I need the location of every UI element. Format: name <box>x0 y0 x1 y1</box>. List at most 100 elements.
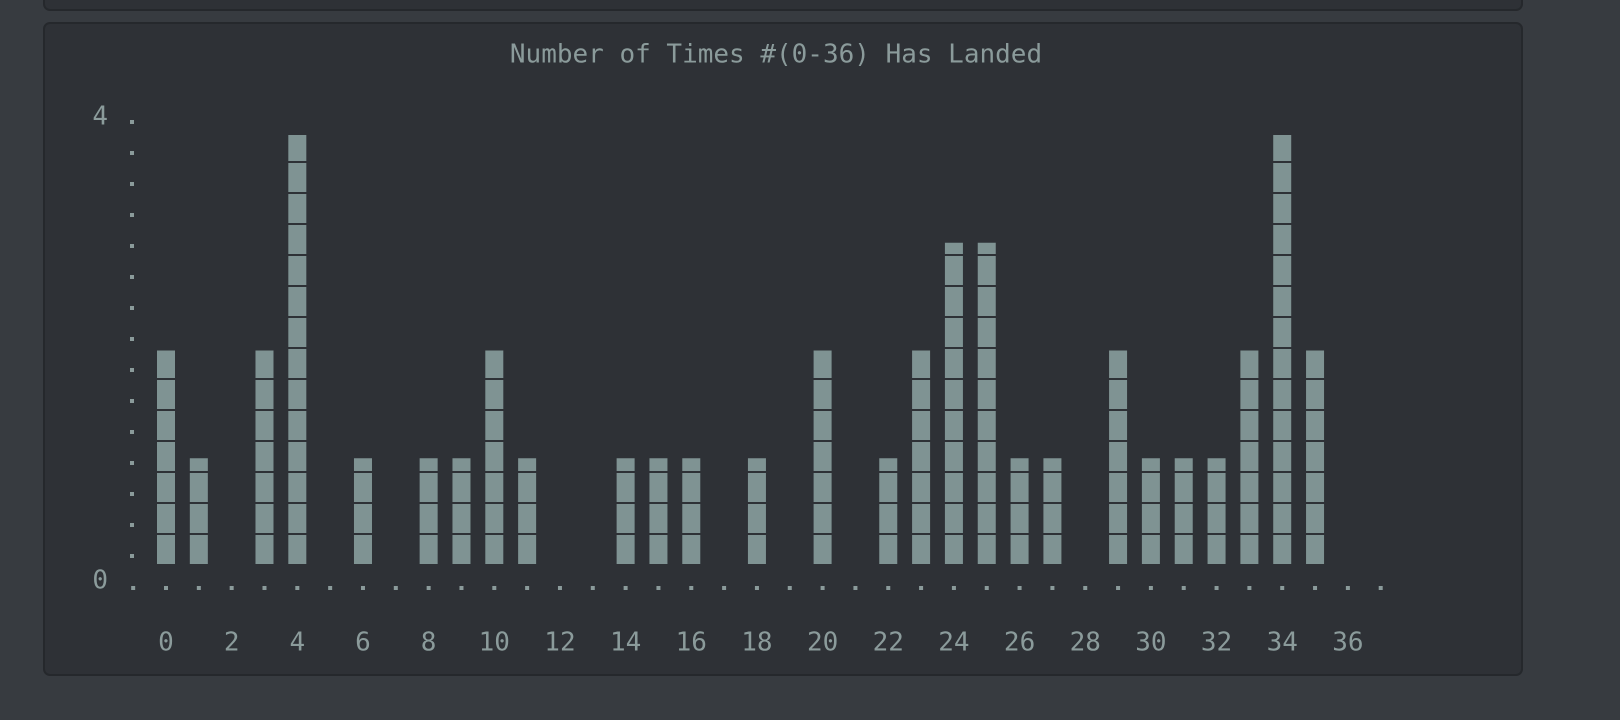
axis-dot <box>130 430 134 434</box>
x-tick-label: 6 <box>355 628 371 658</box>
axis-dot <box>919 586 924 590</box>
axis-dot <box>130 337 134 341</box>
axis-dot <box>328 586 333 590</box>
x-tick-label: 34 <box>1267 628 1298 658</box>
bar <box>1109 350 1128 566</box>
axis-dot <box>130 151 134 155</box>
x-tick-label: 8 <box>421 628 437 658</box>
bar <box>419 458 438 566</box>
axis-dot <box>951 586 956 590</box>
axis-dot <box>196 586 201 590</box>
axis-dot <box>164 586 168 590</box>
bar <box>452 458 471 566</box>
axis-dot <box>426 586 431 590</box>
axis-dot <box>787 586 792 590</box>
bar <box>189 458 208 566</box>
axis-dot <box>1280 586 1285 590</box>
bar <box>682 458 701 566</box>
x-tick-label: 12 <box>544 628 575 658</box>
axis-dot <box>360 586 365 590</box>
axis-dot <box>1247 586 1252 590</box>
axis-dot <box>984 586 989 590</box>
axis-dot <box>130 399 134 403</box>
bar <box>1207 458 1226 566</box>
axis-dot <box>1050 586 1055 590</box>
axis-dot <box>262 586 267 590</box>
axis-dot <box>131 586 136 590</box>
axis-dot <box>886 586 891 590</box>
axis-dot <box>1116 586 1121 590</box>
bar <box>157 350 175 566</box>
bar <box>353 458 372 566</box>
bar <box>616 458 635 566</box>
axis-dot <box>1214 586 1219 590</box>
bar <box>1141 458 1160 566</box>
bar <box>649 458 668 566</box>
axis-dot <box>492 586 497 590</box>
axis-dot <box>393 586 398 590</box>
y-tick-label: 4 <box>92 102 108 132</box>
axis-dot <box>130 523 134 527</box>
x-tick-label: 20 <box>807 628 838 658</box>
x-tick-label: 2 <box>224 628 240 658</box>
bar <box>912 350 931 566</box>
bar <box>1174 458 1193 566</box>
bar <box>1043 458 1062 566</box>
axis-dot <box>853 586 858 590</box>
axis-dot <box>1181 586 1186 590</box>
x-tick-label: 26 <box>1004 628 1035 658</box>
x-tick-label: 0 <box>158 628 174 658</box>
axis-dot <box>1345 586 1350 590</box>
axis-dot <box>557 586 562 590</box>
axis-dot <box>130 368 134 372</box>
x-tick-label: 30 <box>1135 628 1166 658</box>
x-tick-label: 4 <box>289 628 305 658</box>
upper-panel <box>43 0 1523 11</box>
axis-dot <box>130 306 134 310</box>
axis-dot <box>1378 586 1383 590</box>
x-tick-label: 16 <box>676 628 707 658</box>
axis-dot <box>130 244 134 248</box>
axis-dot <box>754 586 759 590</box>
axis-dot <box>1083 586 1088 590</box>
x-tick-label: 18 <box>741 628 772 658</box>
axis-dot <box>1313 586 1318 590</box>
bar <box>518 458 537 566</box>
axis-dot <box>130 182 134 186</box>
axis-dot <box>525 586 530 590</box>
bar <box>255 350 274 566</box>
axis-dot <box>656 586 661 590</box>
axis-dot <box>459 586 464 590</box>
axis-dot <box>590 586 595 590</box>
y-tick-label: 0 <box>92 566 108 596</box>
bar <box>1240 350 1259 566</box>
chart-title: Number of Times #(0-36) Has Landed <box>510 40 1042 70</box>
axis-dot <box>130 461 134 465</box>
chart-panel <box>43 22 1523 676</box>
x-tick-label: 24 <box>938 628 969 658</box>
x-tick-label: 22 <box>873 628 904 658</box>
axis-dot <box>820 586 825 590</box>
axis-dot <box>1148 586 1153 590</box>
bar <box>1273 135 1292 566</box>
bar <box>1010 458 1029 566</box>
axis-dot <box>295 586 300 590</box>
bar <box>813 350 832 566</box>
axis-dot <box>689 586 694 590</box>
axis-dot <box>130 275 134 279</box>
x-tick-label: 32 <box>1201 628 1232 658</box>
axis-dot <box>130 213 134 217</box>
axis-dot <box>130 120 134 124</box>
axis-dot <box>722 586 727 590</box>
x-tick-label: 36 <box>1332 628 1363 658</box>
axis-dot <box>130 554 134 558</box>
bar <box>944 242 963 566</box>
bar <box>879 458 898 566</box>
bar <box>747 458 766 566</box>
x-tick-label: 10 <box>479 628 510 658</box>
bar <box>485 350 504 566</box>
axis-dot <box>623 586 628 590</box>
axis-dot <box>229 586 234 590</box>
